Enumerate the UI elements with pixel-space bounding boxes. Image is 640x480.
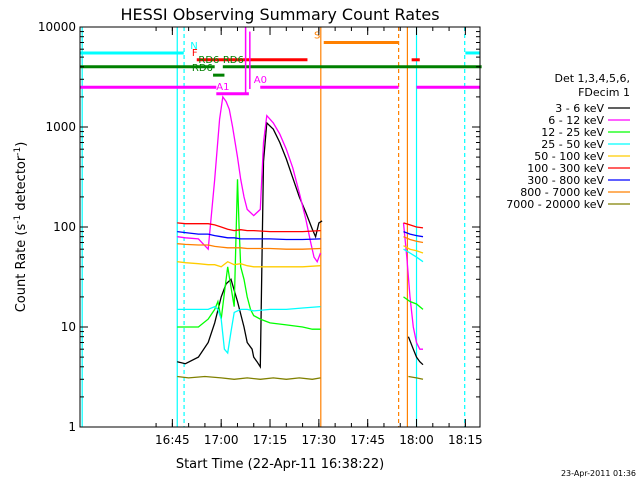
y-axis-ticks: 1 10 100 1000 10000 <box>38 20 480 434</box>
x-tick-label: 17:45 <box>350 433 385 447</box>
legend-title-2: FDecim 1 <box>578 86 630 99</box>
series-line <box>177 121 424 369</box>
y-tick-label: 1 <box>68 420 76 434</box>
y-axis-label-part2: detector <box>14 155 29 215</box>
y-tick-label: 100 <box>53 220 76 234</box>
x-tick-label: 16:45 <box>155 433 190 447</box>
x-axis-label: Start Time (22-Apr-11 16:38:22) <box>176 457 384 472</box>
x-tick-label: 17:15 <box>253 433 288 447</box>
series-line <box>177 375 424 380</box>
y-tick-label: 10 <box>61 320 76 334</box>
flag-bar-label: S <box>314 30 320 41</box>
legend-entry-label: 3 - 6 keV <box>555 102 604 115</box>
series-line <box>177 95 423 350</box>
y-tick-label: 10000 <box>38 20 76 34</box>
flag-bar-label: A0 <box>254 75 267 86</box>
legend-entry-label: 300 - 800 keV <box>527 174 604 187</box>
y-tick-label: 1000 <box>45 120 76 134</box>
chart-title: HESSI Observing Summary Count Rates <box>120 5 439 24</box>
y-axis-label: Count Rate (s-1 detector-1) <box>13 142 29 313</box>
flag-bar-label: RD6 <box>223 55 244 66</box>
x-axis-ticks: 16:45 17:00 17:15 17:30 17:45 18:00 18:15 <box>155 27 483 447</box>
legend-entry-label: 12 - 25 keV <box>541 126 604 139</box>
flag-bar-label: F <box>192 48 198 59</box>
x-tick-label: 17:30 <box>302 433 337 447</box>
series-line <box>177 248 424 355</box>
legend-entry-label: 7000 - 20000 keV <box>506 198 604 211</box>
y-axis-label-sup2: -1 <box>13 147 23 156</box>
x-tick-label: 17:00 <box>204 433 239 447</box>
instrument-vertical-lines <box>81 27 466 427</box>
series-line <box>177 245 424 268</box>
flag-bar-label: N <box>190 41 197 52</box>
series-line <box>177 236 424 250</box>
series-line <box>177 230 424 241</box>
footer-date: 23-Apr-2011 01:36 <box>561 469 636 478</box>
y-axis-label-sup1: -1 <box>13 215 23 224</box>
series-lines <box>177 95 424 380</box>
y-axis-label-part3: ) <box>14 142 29 147</box>
flag-bar-label: A1 <box>216 82 229 93</box>
legend-entry-label: 800 - 7000 keV <box>520 186 604 199</box>
legend-title-1: Det 1,3,4,5,6, <box>554 72 630 85</box>
x-tick-label: 18:00 <box>399 433 434 447</box>
legend-entry-label: 100 - 300 keV <box>527 162 604 175</box>
y-axis-label-part1: Count Rate (s <box>14 224 29 313</box>
legend-entry-label: 25 - 50 keV <box>541 138 604 151</box>
legend-entry-label: 6 - 12 keV <box>548 114 604 127</box>
flag-bar-label: RD6 <box>192 63 213 74</box>
flag-bar-label: RD6 <box>198 55 219 66</box>
legend-entry-label: 50 - 100 keV <box>534 150 604 163</box>
x-tick-label: 18:15 <box>448 433 483 447</box>
series-line <box>177 222 424 233</box>
series-line <box>177 179 424 330</box>
